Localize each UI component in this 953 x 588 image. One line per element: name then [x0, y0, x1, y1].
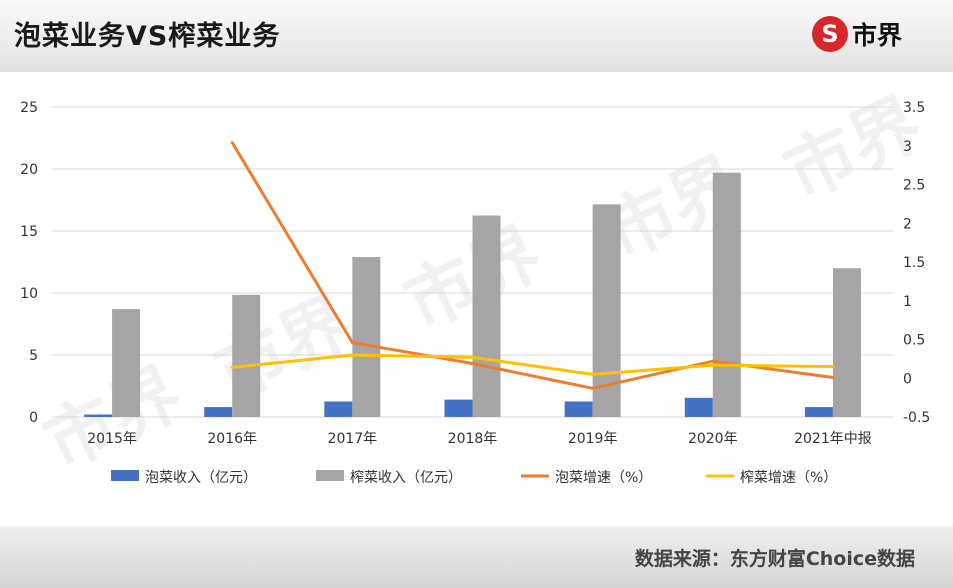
left-axis-tick: 5: [29, 348, 38, 364]
point-paocai-growth: [831, 375, 835, 379]
bar-paocai-income: [84, 414, 113, 417]
point-zhacai-growth: [350, 353, 354, 357]
right-axis-tick: 0: [903, 371, 912, 387]
left-axis-tick: 10: [20, 286, 38, 302]
left-axis-tick: 0: [29, 410, 38, 426]
x-axis-tick: 2020年: [688, 431, 738, 447]
x-axis-tick: 2018年: [448, 431, 498, 447]
x-axis-tick: 2021年中报: [794, 431, 872, 447]
footer-band: 数据来源：东方财富Choice数据: [0, 526, 953, 588]
legend-label: 榨菜收入（亿元）: [350, 469, 462, 486]
line-zhacai-growth: [232, 353, 833, 376]
left-axis-tick: 20: [20, 162, 38, 178]
bar-paocai-income: [684, 397, 713, 417]
bar-zhacai-income: [232, 294, 261, 417]
point-zhacai-growth: [831, 365, 835, 369]
source-note: 数据来源：东方财富Choice数据: [634, 548, 915, 570]
bar-zhacai-income: [832, 268, 861, 417]
x-axis-tick: 2015年: [87, 431, 137, 447]
bar-paocai-income: [444, 399, 473, 417]
right-axis-tick: 2.5: [903, 178, 925, 194]
right-axis-tick: 2: [903, 216, 912, 232]
left-axis-tick: 15: [20, 224, 38, 240]
legend-swatch: [316, 470, 344, 481]
left-axis-tick: 25: [20, 100, 38, 116]
right-axis-tick: 1: [903, 294, 912, 310]
x-axis-tick: 2016年: [207, 431, 257, 447]
point-paocai-growth: [230, 141, 234, 145]
bar-paocai-income: [324, 401, 353, 417]
logo: S 市界: [812, 16, 902, 52]
logo-icon: S: [812, 16, 848, 52]
legend-label: 榨菜增速（%）: [740, 469, 837, 486]
legend-swatch: [111, 470, 139, 481]
right-axis-tick: 1.5: [903, 255, 925, 271]
legend-label: 泡菜增速（%）: [555, 470, 652, 486]
bar-paocai-income: [564, 401, 593, 417]
right-axis-tick: 3: [903, 139, 912, 155]
point-paocai-growth: [471, 362, 474, 366]
point-zhacai-growth: [471, 355, 474, 359]
right-axis-tick: 0.5: [903, 333, 925, 349]
point-paocai-growth: [591, 386, 595, 390]
header-band: 泡菜业务VS榨菜业务 S 市界: [0, 0, 953, 72]
point-paocai-growth: [711, 359, 715, 363]
right-axis-tick: 3.5: [903, 100, 925, 116]
bar-paocai-income: [804, 407, 833, 417]
right-axis-tick: -0.5: [903, 410, 930, 426]
bar-zhacai-income: [352, 257, 381, 417]
watermark: 市界: [203, 282, 365, 415]
point-zhacai-growth: [591, 372, 595, 376]
x-axis-tick: 2017年: [328, 431, 378, 447]
bar-zhacai-income: [712, 172, 741, 417]
logo-text: 市界: [852, 21, 903, 50]
bar-paocai-income: [204, 407, 233, 417]
page-title: 泡菜业务VS榨菜业务: [14, 21, 281, 52]
point-paocai-growth: [350, 341, 354, 345]
legend-label: 泡菜收入（亿元）: [145, 470, 257, 486]
x-axis-tick: 2019年: [568, 431, 618, 447]
point-zhacai-growth: [230, 365, 234, 369]
bar-zhacai-income: [112, 309, 141, 417]
point-zhacai-growth: [711, 363, 715, 367]
bar-zhacai-income: [472, 215, 501, 417]
